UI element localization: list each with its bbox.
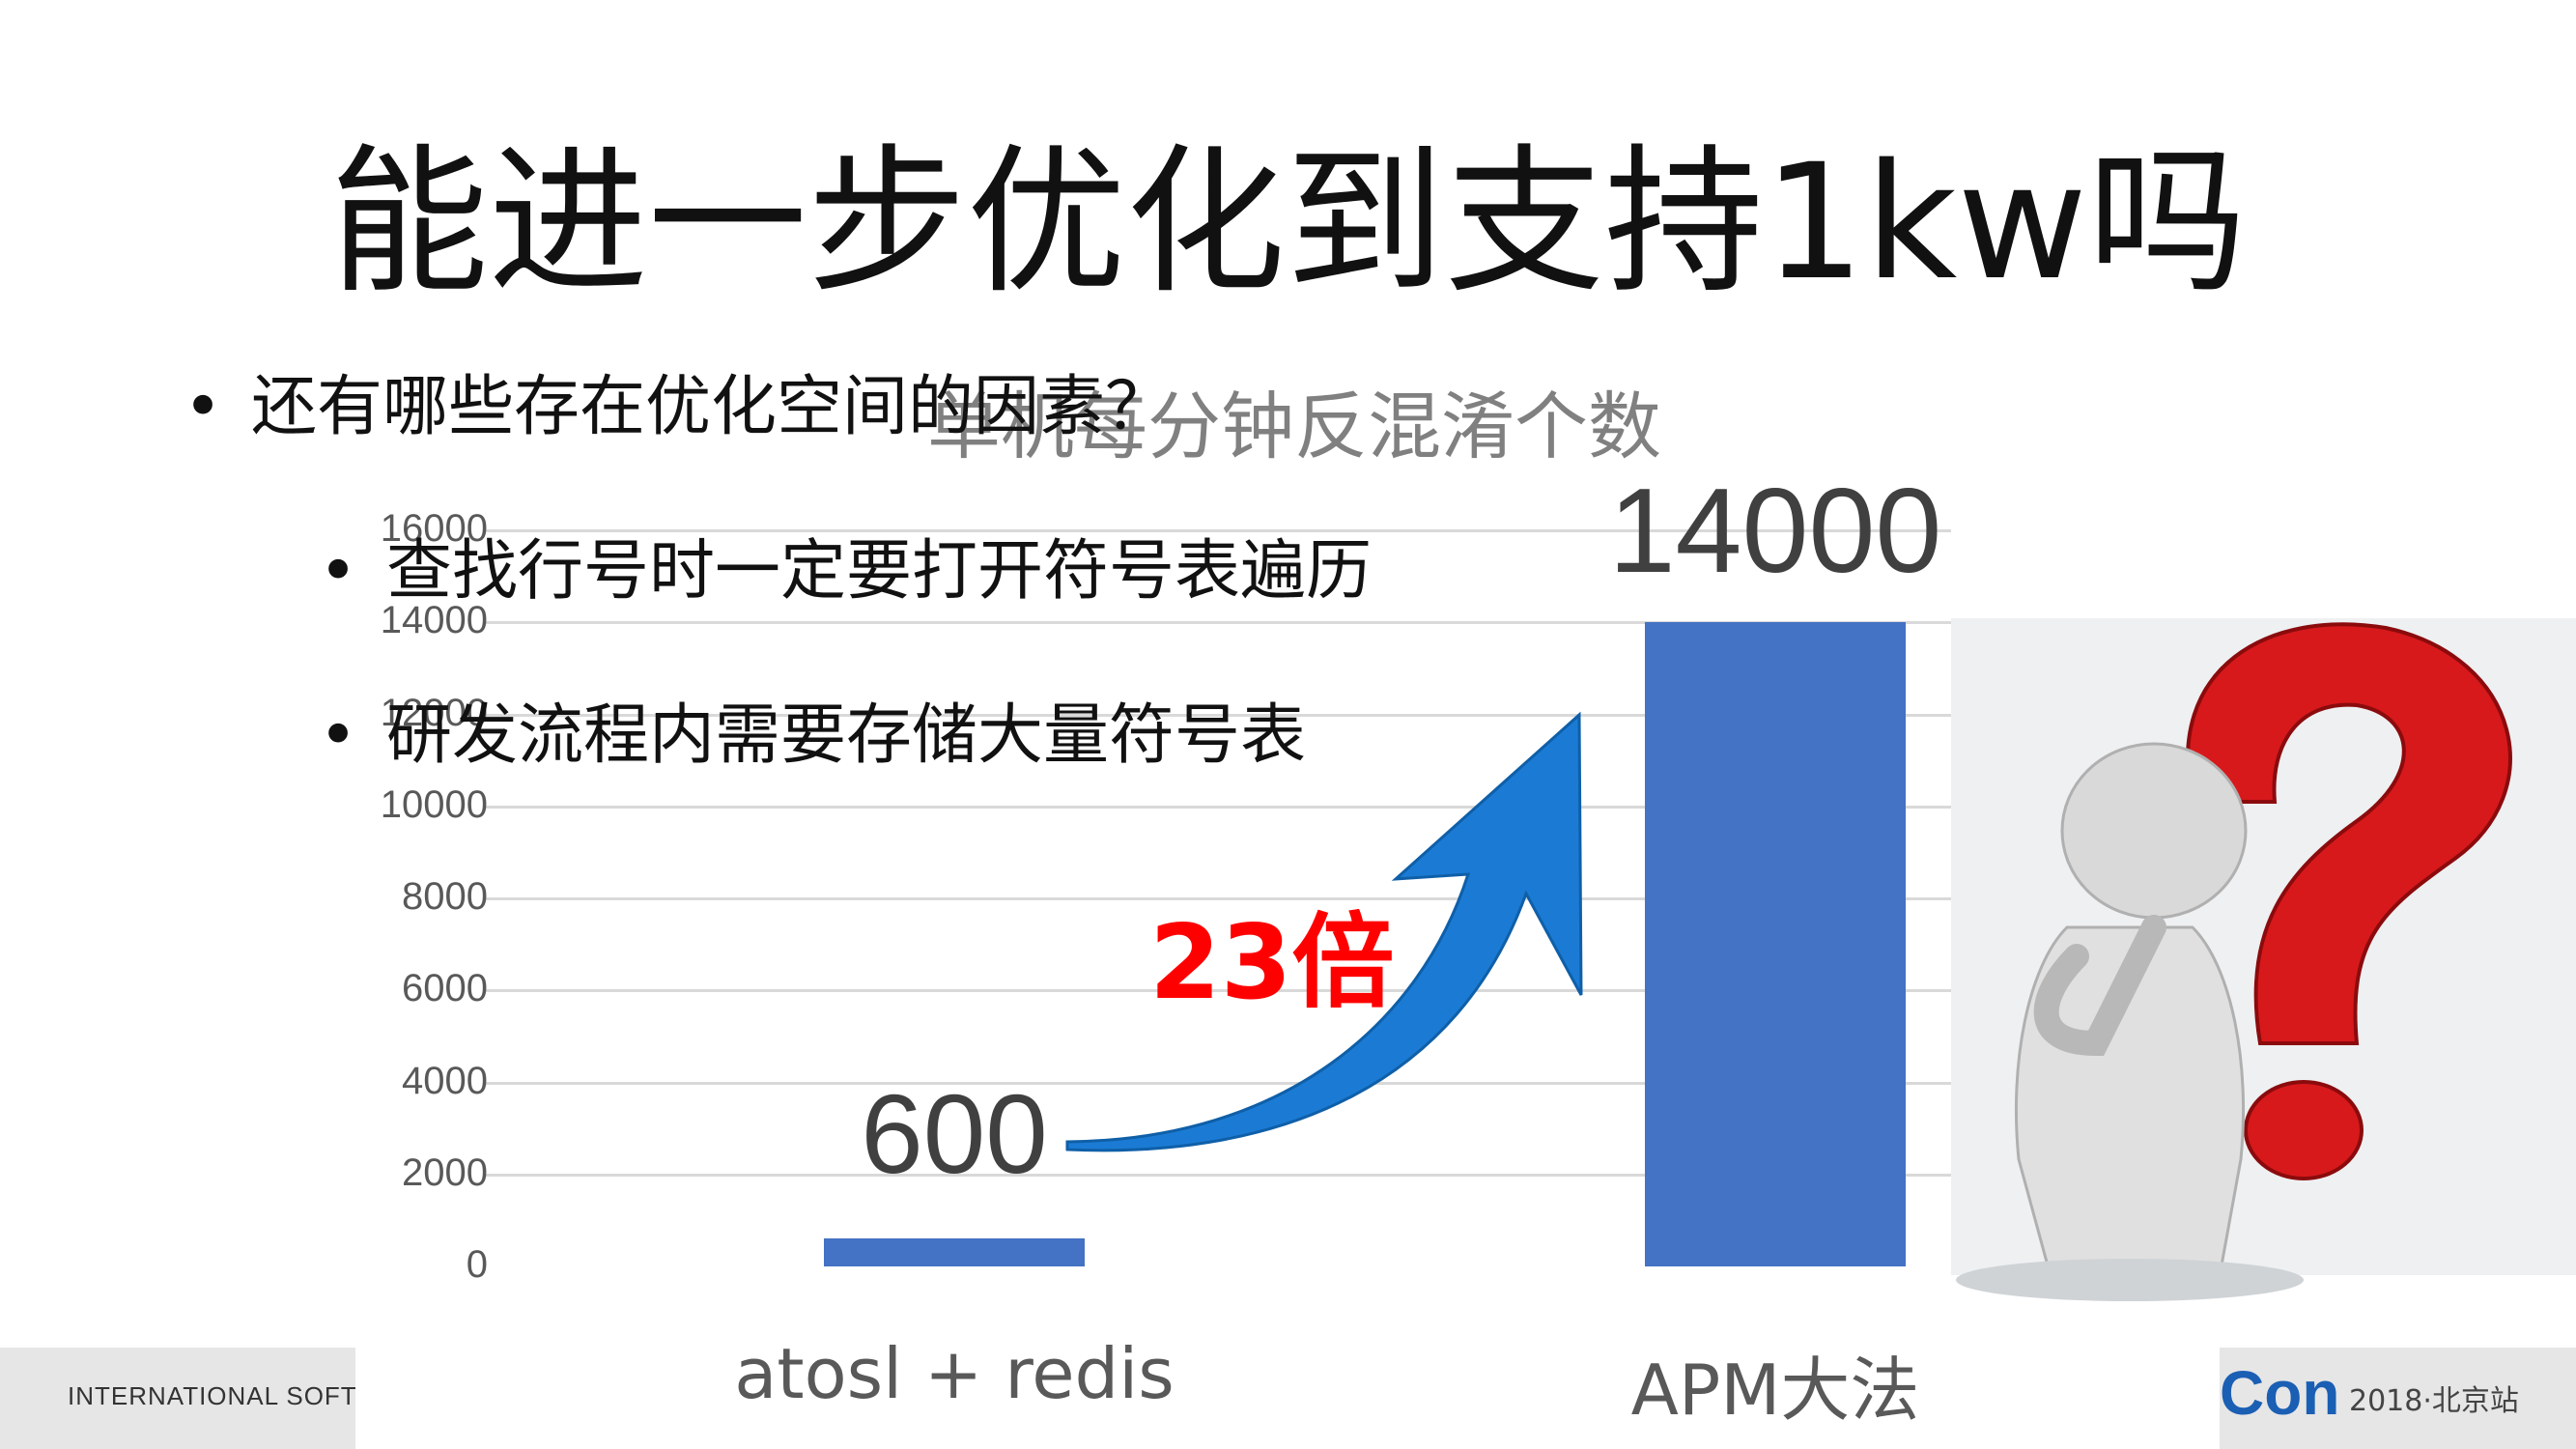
gridline	[483, 713, 1951, 717]
footer-event-label: 2018·北京站	[2349, 1384, 2519, 1418]
gridline	[483, 529, 1951, 532]
bullet-dot: •	[319, 697, 358, 774]
bullet-3-text: 研发流程内需要存储大量符号表	[386, 697, 1307, 774]
chart-title: 单机每分钟反混淆个数	[927, 384, 1661, 469]
gridline	[483, 621, 1951, 625]
footer-brand-logo: Con	[2220, 1358, 2340, 1428]
bar-1	[1645, 622, 1906, 1266]
gridline	[483, 897, 1951, 900]
bar-0	[824, 1238, 1085, 1266]
y-tick-label: 2000	[402, 1151, 488, 1194]
category-label-0: atosl + redis	[734, 1333, 1175, 1414]
chart-panel	[355, 1265, 2220, 1449]
thinking-figure-icon	[1956, 742, 2304, 1301]
bullet-dot: •	[184, 369, 223, 445]
y-tick-label: 8000	[402, 875, 488, 918]
bullet-1-text: 还有哪些存在优化空间的因素？	[251, 369, 1172, 445]
gridline	[483, 1081, 1951, 1085]
slide-title: 能进一步优化到支持1kw吗	[328, 129, 2248, 315]
bullet-dot: •	[319, 533, 358, 610]
question-mark-icon	[2186, 622, 2512, 1180]
data-label-1: 14000	[1608, 465, 1942, 599]
bullet-2: • 查找行号时一定要打开符号表遍历	[319, 517, 1372, 612]
gridline	[483, 1173, 1951, 1177]
y-tick-label: 14000	[380, 599, 488, 642]
bullet-1: • 还有哪些存在优化空间的因素？	[184, 353, 1171, 448]
category-label-1: APM大法	[1630, 1350, 1920, 1431]
y-tick-label: 12000	[380, 691, 488, 734]
y-tick-label: 10000	[380, 782, 488, 826]
y-tick-label: 6000	[402, 967, 488, 1010]
data-label-0: 600	[861, 1071, 1048, 1198]
gridline	[483, 805, 1951, 809]
multiplier-label: 23倍	[1149, 903, 1395, 1022]
bullet-3: • 研发流程内需要存储大量符号表	[319, 681, 1306, 777]
growth-arrow-icon	[1065, 711, 1583, 1152]
y-tick-label: 0	[466, 1243, 488, 1286]
y-tick-label: 16000	[380, 507, 488, 550]
gridline	[483, 989, 1951, 993]
bullet-2-text: 查找行号时一定要打开符号表遍历	[386, 533, 1373, 610]
y-tick-label: 4000	[402, 1059, 488, 1102]
